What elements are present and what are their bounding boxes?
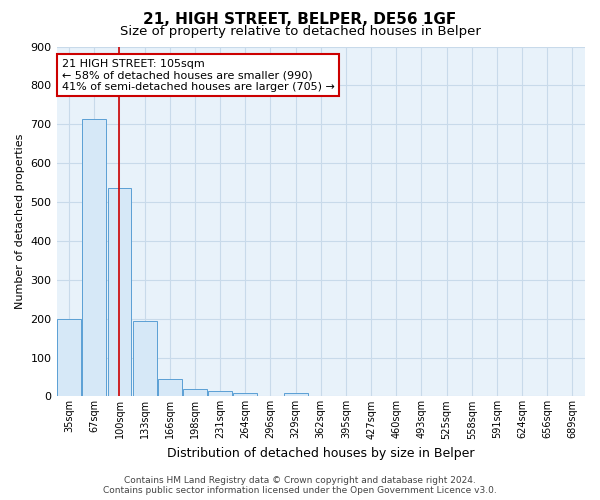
Bar [133, 322, 157, 396]
Text: Contains HM Land Registry data © Crown copyright and database right 2024.
Contai: Contains HM Land Registry data © Crown c… [103, 476, 497, 495]
Text: 21, HIGH STREET, BELPER, DE56 1GF: 21, HIGH STREET, BELPER, DE56 1GF [143, 12, 457, 28]
Bar [57, 318, 81, 396]
Bar [284, 394, 308, 396]
Bar [158, 379, 182, 396]
Text: 21 HIGH STREET: 105sqm
← 58% of detached houses are smaller (990)
41% of semi-de: 21 HIGH STREET: 105sqm ← 58% of detached… [62, 58, 335, 92]
Bar [183, 388, 207, 396]
X-axis label: Distribution of detached houses by size in Belper: Distribution of detached houses by size … [167, 447, 475, 460]
Bar [82, 119, 106, 396]
Bar [107, 188, 131, 396]
Y-axis label: Number of detached properties: Number of detached properties [15, 134, 25, 309]
Bar [208, 391, 232, 396]
Text: Size of property relative to detached houses in Belper: Size of property relative to detached ho… [119, 25, 481, 38]
Bar [233, 392, 257, 396]
